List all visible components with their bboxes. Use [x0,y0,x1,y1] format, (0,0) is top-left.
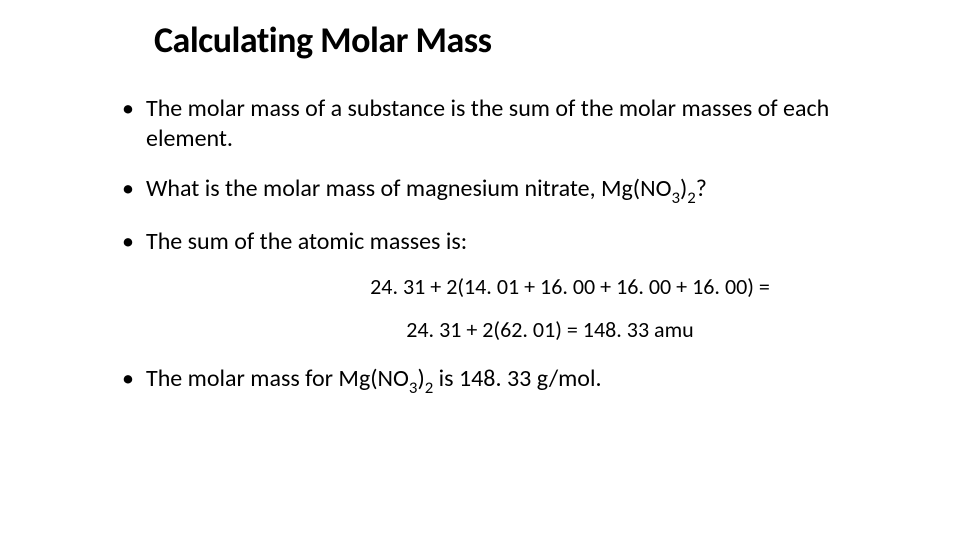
calc-line-2: 24. 31 + 2(62. 01) = 148. 33 amu [120,316,840,344]
bullet-2: What is the molar mass of magnesium nitr… [120,174,840,207]
bullet-3: The sum of the atomic masses is: 24. 31 … [120,227,840,344]
bullet-2-sub1: 3 [671,187,680,208]
bullet-1: The molar mass of a substance is the sum… [120,94,840,154]
bullet-2-text-pre: What is the molar mass of magnesium nitr… [146,174,671,203]
bullet-4-text-post: is 148. 33 g/mol. [433,364,601,393]
bullet-1-text: The molar mass of a substance is the sum… [146,94,829,153]
bullet-4-sub1: 3 [409,377,418,398]
bullet-3-text: The sum of the atomic masses is: [146,227,467,256]
bullet-4-sub2: 2 [425,377,434,398]
calc-line-1: 24. 31 + 2(14. 01 + 16. 00 + 16. 00 + 16… [120,273,840,301]
bullet-2-text-post: ? [696,174,707,203]
bullet-4-text-pre: The molar mass for Mg(NO [146,364,409,393]
bullet-list: The molar mass of a substance is the sum… [120,94,840,397]
slide-title: Calculating Molar Mass [120,18,840,62]
bullet-2-sub2: 2 [687,187,696,208]
bullet-4: The molar mass for Mg(NO3)2 is 148. 33 g… [120,364,840,397]
bullet-4-text-mid: ) [417,364,424,393]
